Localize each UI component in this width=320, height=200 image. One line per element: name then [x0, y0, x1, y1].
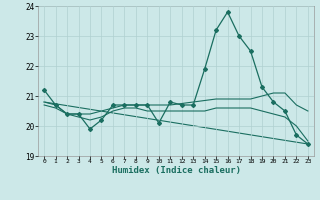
X-axis label: Humidex (Indice chaleur): Humidex (Indice chaleur)	[111, 166, 241, 175]
